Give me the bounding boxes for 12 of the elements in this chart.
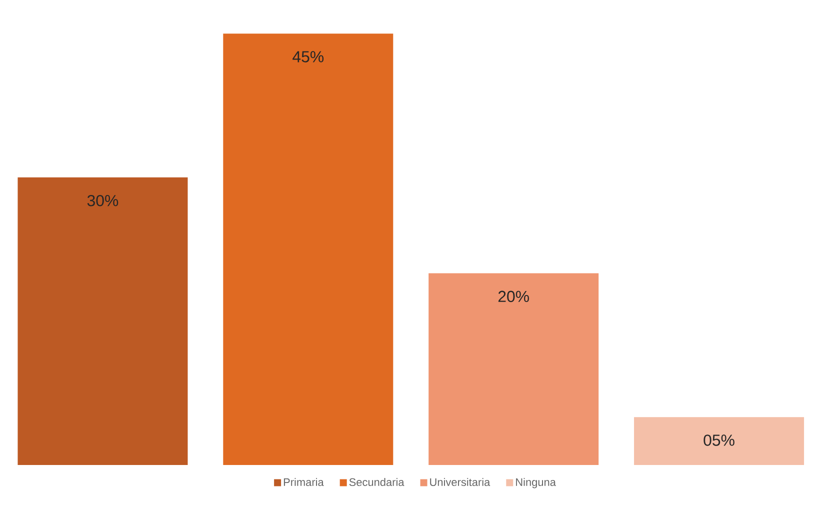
data-label: 05% — [704, 434, 734, 446]
bar — [223, 34, 394, 465]
legend-label: Secundaria — [349, 478, 404, 486]
legend-label: Ninguna — [516, 478, 556, 488]
data-label: 20% — [498, 290, 529, 302]
bar — [18, 177, 188, 465]
data-label: 45% — [292, 51, 324, 62]
legend-label: Primaria — [284, 478, 324, 486]
bar — [634, 417, 804, 465]
legend-label: Universitaria — [430, 478, 490, 486]
bar — [428, 273, 599, 465]
data-label: 30% — [87, 194, 118, 206]
